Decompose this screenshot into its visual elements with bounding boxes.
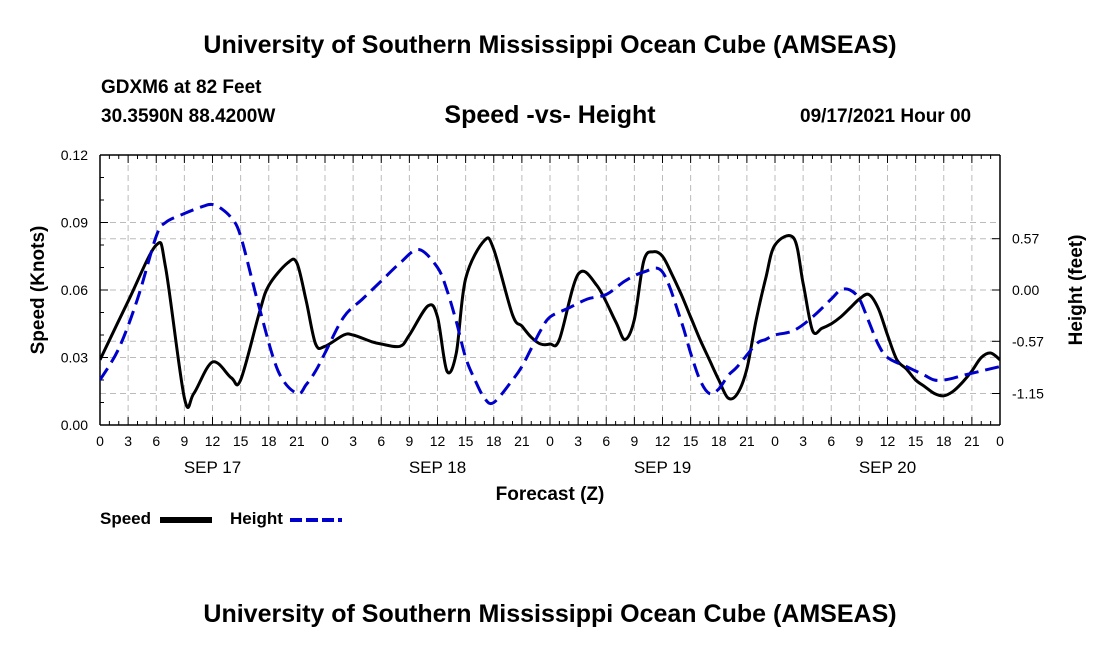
x-tick-label: 12 xyxy=(880,433,896,449)
x-tick-label: 0 xyxy=(96,433,104,449)
x-tick-label: 21 xyxy=(514,433,530,449)
coordinates-label: 30.3590N 88.4200W xyxy=(101,106,276,127)
y-axis-label: Speed (Knots) xyxy=(28,226,49,355)
x-tick-label: 15 xyxy=(233,433,249,449)
x-axis-label: Forecast (Z) xyxy=(496,484,605,505)
x-tick-label: 15 xyxy=(908,433,924,449)
x-tick-label: 18 xyxy=(936,433,952,449)
x-tick-label: 6 xyxy=(377,433,385,449)
y2-tick-label: 0.57 xyxy=(1012,231,1039,247)
y2-tick-label: 0.00 xyxy=(1012,282,1039,298)
x-tick-label: 3 xyxy=(574,433,582,449)
x-tick-label: 12 xyxy=(655,433,671,449)
x-tick-label: 3 xyxy=(124,433,132,449)
page-footer-title: University of Southern Mississippi Ocean… xyxy=(203,600,897,628)
y-tick-label: 0.06 xyxy=(61,282,88,298)
day-label: SEP 19 xyxy=(634,458,691,477)
x-tick-label: 9 xyxy=(630,433,638,449)
series-line-height xyxy=(100,202,1000,406)
y2-tick-label: -1.15 xyxy=(1012,386,1044,402)
x-tick-label: 9 xyxy=(405,433,413,449)
y-tick-label: 0.09 xyxy=(61,215,88,231)
x-tick-label: 3 xyxy=(349,433,357,449)
legend-height-label: Height xyxy=(230,509,283,528)
x-tick-label: 6 xyxy=(152,433,160,449)
x-tick-label: 18 xyxy=(261,433,277,449)
series-line-speed xyxy=(100,234,1000,409)
day-label: SEP 17 xyxy=(184,458,241,477)
x-tick-label: 15 xyxy=(683,433,699,449)
x-tick-label: 9 xyxy=(180,433,188,449)
x-tick-label: 18 xyxy=(711,433,727,449)
day-label: SEP 20 xyxy=(859,458,916,477)
x-tick-label: 12 xyxy=(205,433,221,449)
x-tick-label: 18 xyxy=(486,433,502,449)
x-tick-label: 21 xyxy=(739,433,755,449)
forecast-datetime: 09/17/2021 Hour 00 xyxy=(800,106,972,127)
y-tick-label: 0.12 xyxy=(61,147,88,163)
x-tick-label: 15 xyxy=(458,433,474,449)
x-tick-label: 21 xyxy=(964,433,980,449)
y-tick-label: 0.03 xyxy=(61,350,88,366)
x-tick-label: 0 xyxy=(546,433,554,449)
legend-speed-label: Speed xyxy=(100,509,152,528)
x-tick-label: 21 xyxy=(289,433,305,449)
chart-title: Speed -vs- Height xyxy=(444,101,656,129)
x-tick-label: 0 xyxy=(771,433,779,449)
x-tick-label: 0 xyxy=(321,433,329,449)
y2-axis-label: Height (feet) xyxy=(1066,235,1087,346)
y-tick-label: 0.00 xyxy=(61,417,88,433)
x-tick-label: 6 xyxy=(827,433,835,449)
x-tick-label: 0 xyxy=(996,433,1004,449)
x-tick-label: 6 xyxy=(602,433,610,449)
x-tick-label: 3 xyxy=(799,433,807,449)
x-tick-label: 9 xyxy=(855,433,863,449)
y2-tick-label: -0.57 xyxy=(1012,333,1044,349)
page-title: University of Southern Mississippi Ocean… xyxy=(203,31,897,59)
day-label: SEP 18 xyxy=(409,458,466,477)
station-label: GDXM6 at 82 Feet xyxy=(101,77,262,98)
x-tick-label: 12 xyxy=(430,433,446,449)
